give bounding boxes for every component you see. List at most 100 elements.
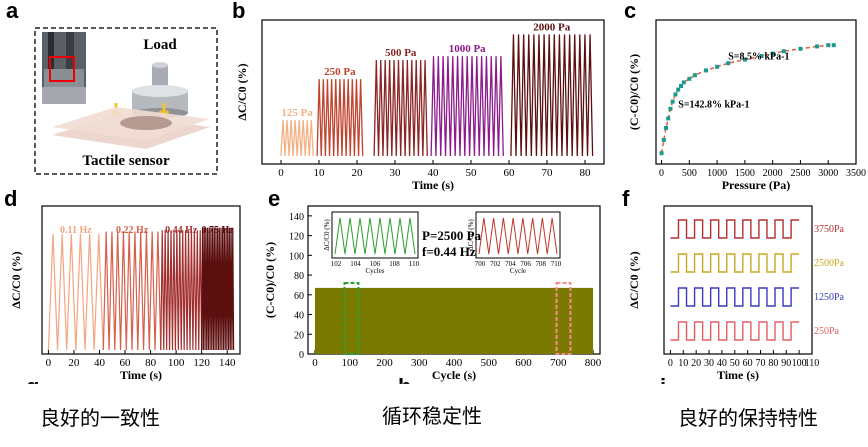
panel-label-a: a [6, 0, 19, 23]
caption-retention: 良好的保持特性 [678, 406, 818, 430]
x-tick-label: 3500 [846, 168, 866, 179]
series-125-Pa [280, 120, 314, 157]
inset-tick-label: 110 [409, 260, 420, 268]
x-tick-label: 10 [678, 358, 688, 369]
inset-tick-label: 106 [370, 260, 381, 268]
inset-tick-label: 104 [350, 260, 361, 268]
series-2000-Pa [510, 34, 594, 157]
x-tick-label: 1500 [735, 168, 755, 179]
device-photo [42, 32, 86, 104]
data-point [704, 68, 708, 73]
x-tick-label: 40 [717, 358, 727, 369]
data-point [664, 126, 668, 130]
y-tick-label: 0 [299, 350, 304, 361]
x-tick-label: 120 [193, 357, 210, 369]
series-2500Pa [670, 253, 800, 273]
fit-line [660, 44, 834, 154]
data-point [831, 43, 836, 48]
data-point [781, 49, 786, 54]
zoom-box-right [555, 281, 572, 355]
inset-tick-label: 108 [389, 260, 400, 268]
x-axis-label: Cycle (s) [432, 368, 476, 382]
annotation-label: 0.22 Hz [116, 225, 149, 236]
panel-label-d: d [4, 186, 18, 211]
data-point [742, 57, 747, 62]
series-250Pa [670, 321, 800, 341]
annotation-label: P=2500 Pa [422, 228, 482, 243]
series-0.75-Hz [201, 227, 235, 351]
y-tick-label: 140 [289, 212, 304, 223]
chart-b: 0 10 20 30 40 50 60 70 80 Time (s) ΔC/C0 (%) 125 Pa… [232, 14, 618, 196]
x-tick-label: 800 [585, 357, 602, 369]
data-point [659, 151, 664, 156]
x-tick-label: 110 [805, 358, 820, 369]
panel-label-e: e [268, 186, 281, 211]
caption-cycle-stability: 循环稳定性 [382, 404, 482, 428]
annotation-label: 0.44 Hz [165, 225, 198, 236]
series-label: 250Pa [814, 326, 840, 337]
data-point [670, 99, 675, 104]
x-tick-label: 40 [428, 167, 440, 179]
load-cylinder [132, 62, 188, 118]
x-tick-label: 10 [314, 167, 326, 179]
y-axis-label: ΔC/C0 (%) [627, 251, 641, 308]
panel-label-f: f [622, 186, 630, 211]
data-point [770, 51, 775, 56]
y-axis-label: (C-C0)/C0 (%) [627, 54, 641, 130]
x-axis-label: Pressure (Pa) [722, 178, 791, 192]
inset-y-label: ΔC/C0 (%) [467, 219, 475, 251]
inset-tick-label: 702 [490, 260, 501, 268]
data-point [715, 64, 720, 69]
chart-c: 0 500 1000 1500 2000 2500 3000 3500 Pressure (Pa… [624, 14, 868, 196]
x-tick-label: 80 [580, 167, 592, 179]
x-axis-label: Time (s) [412, 178, 454, 192]
inset-x-label: Cycles [365, 267, 384, 275]
x-tick-label: 600 [515, 357, 532, 369]
annotation-label: S=142.8% kPa-1 [678, 100, 749, 111]
inset-tick-label: 700 [475, 260, 486, 268]
x-tick-label: 2500 [790, 168, 810, 179]
annotation-label: 500 Pa [385, 47, 417, 59]
series-label: 2500Pa [814, 258, 845, 269]
x-tick-label: 30 [704, 358, 714, 369]
annotation-label: 1000 Pa [449, 43, 486, 55]
plot-frame [663, 205, 813, 355]
x-tick-label: 50 [466, 167, 478, 179]
panel-label-h: h [398, 374, 412, 399]
data-band [314, 287, 594, 354]
annotation-label: 250 Pa [324, 66, 356, 78]
data-point [661, 138, 666, 142]
y-axis-label: ΔC/C0 (%) [9, 251, 23, 308]
x-tick-label: 60 [120, 357, 132, 369]
data-point [692, 73, 697, 78]
x-tick-label: 1000 [707, 168, 727, 179]
x-tick-label: 400 [446, 357, 463, 369]
series-3750Pa [670, 219, 800, 239]
data-point [673, 92, 678, 97]
inset-tick-label: 708 [536, 260, 547, 268]
x-tick-label: 200 [376, 357, 393, 369]
x-tick-label: 70 [542, 167, 554, 179]
x-tick-label: 40 [94, 357, 106, 369]
series-0.22-Hz [102, 231, 162, 351]
series-500-Pa [373, 59, 428, 157]
caption-consistency: 良好的一致性 [40, 406, 160, 430]
inset-chart: 700 702 704 706 708 710 Cycle ΔC/C0 (%) [467, 211, 562, 275]
plot-frame [655, 19, 857, 165]
inset-chart: 102 104 106 108 110 Cycles ΔC/C0 (%) [323, 211, 420, 275]
series-1000-Pa [430, 56, 504, 157]
x-tick-label: 20 [691, 358, 701, 369]
sensor-layers [52, 107, 210, 149]
x-tick-label: 300 [411, 357, 428, 369]
x-tick-label: 90 [781, 358, 791, 369]
data-point [798, 46, 803, 51]
x-tick-label: 30 [390, 167, 402, 179]
x-tick-label: 70 [756, 358, 766, 369]
sensor-label: Tactile sensor [82, 153, 170, 169]
inset-tick-label: 102 [331, 260, 342, 268]
x-tick-label: 0 [46, 357, 52, 369]
y-tick-label: 120 [289, 232, 304, 243]
y-axis-label: (C-C0)/C0 (%) [263, 242, 277, 318]
series-label: 3750Pa [814, 224, 845, 235]
x-tick-label: 80 [768, 358, 778, 369]
